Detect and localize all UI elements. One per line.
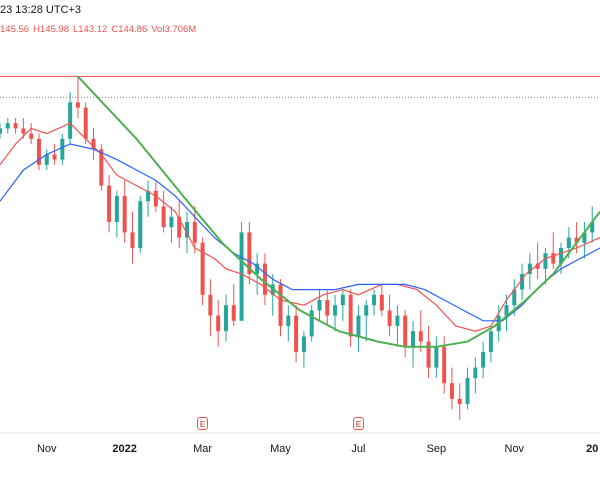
- candle-body: [426, 341, 431, 368]
- candle-body: [286, 315, 291, 326]
- candle-body: [262, 263, 267, 295]
- candle-body: [153, 190, 158, 207]
- candle-body: [130, 232, 135, 248]
- legend-timestamp: 23 13:28 UTC+3: [0, 4, 82, 16]
- earnings-marker[interactable]: E: [197, 417, 209, 430]
- candle-body: [0, 128, 2, 134]
- candle-body: [161, 206, 166, 228]
- earnings-marker[interactable]: E: [352, 417, 364, 430]
- legend-close: C144.86: [111, 24, 148, 35]
- candle-body: [395, 315, 400, 326]
- candle-body: [340, 294, 345, 306]
- x-tick-label: Sep: [427, 443, 447, 455]
- candle-body: [192, 222, 197, 243]
- ohlc-legend: 145.56 H145.98 L143.12 C144.86 Vol3.706M: [0, 24, 200, 35]
- candle-body: [379, 294, 384, 311]
- candle-body: [52, 154, 57, 160]
- ma-fast-line: [0, 122, 600, 332]
- candle-body: [387, 310, 392, 326]
- candle-body: [574, 237, 579, 243]
- candle-body: [83, 107, 88, 139]
- candle-body: [333, 305, 338, 316]
- candle-body: [239, 232, 244, 321]
- candle-body: [278, 284, 283, 326]
- candle-body: [372, 294, 377, 306]
- candle-body: [434, 346, 439, 368]
- candle-body: [410, 331, 415, 347]
- x-tick-label: 2022: [112, 443, 136, 455]
- legend-low: L143.12: [72, 24, 108, 35]
- candle-body: [465, 378, 470, 404]
- candle-body: [29, 133, 34, 139]
- candle-body: [403, 315, 408, 347]
- candle-body: [13, 123, 18, 129]
- candle-body: [60, 138, 65, 160]
- candle-body: [449, 383, 454, 399]
- candle-body: [91, 138, 96, 150]
- candle-body: [177, 216, 182, 238]
- candle-body: [223, 305, 228, 332]
- candle-body: [504, 305, 509, 316]
- legend-volume: Vol3.706M: [151, 24, 197, 35]
- x-tick-label: Nov: [505, 443, 525, 455]
- candle-body: [325, 300, 330, 316]
- candle-body: [535, 263, 540, 269]
- candle-body: [122, 196, 127, 233]
- candle-body: [247, 232, 252, 274]
- candle-body: [169, 216, 174, 228]
- candle-body: [566, 237, 571, 248]
- candle-body: [309, 310, 314, 337]
- candle-body: [442, 346, 447, 384]
- candle-body: [418, 331, 423, 342]
- candle-body: [294, 315, 299, 352]
- candle-body: [21, 128, 26, 134]
- candle-body: [114, 196, 119, 222]
- candle-body: [590, 222, 595, 233]
- x-tick-label: 20: [586, 443, 598, 455]
- candle-body: [44, 154, 49, 165]
- candle-body: [216, 315, 221, 332]
- arc-line: [77, 75, 600, 348]
- candle-body: [146, 190, 151, 202]
- candle-body: [107, 185, 112, 222]
- candle-body: [36, 138, 41, 165]
- candle-body: [457, 398, 462, 404]
- x-tick-label: Mar: [193, 443, 212, 455]
- candle-body: [231, 305, 236, 321]
- candle-body: [543, 253, 548, 269]
- candle-body: [68, 102, 73, 139]
- candle-body: [200, 242, 205, 295]
- legend-high: H145.98: [33, 24, 69, 35]
- x-tick-label: Nov: [37, 443, 57, 455]
- candle-body: [75, 102, 80, 108]
- candle-body: [348, 294, 353, 337]
- candle-body: [138, 201, 143, 248]
- candle-body: [551, 253, 556, 264]
- x-tick-label: May: [270, 443, 291, 455]
- candle-body: [473, 367, 478, 378]
- candle-body: [481, 352, 486, 368]
- candle-body: [301, 336, 306, 352]
- candle-body: [559, 248, 564, 264]
- candle-body: [364, 305, 369, 316]
- candle-body: [520, 274, 525, 290]
- candle-body: [255, 263, 260, 274]
- x-tick-label: Jul: [351, 443, 365, 455]
- candle-body: [512, 289, 517, 306]
- candle-body: [208, 294, 213, 316]
- legend-open: 145.56: [0, 24, 30, 35]
- candle-body: [527, 263, 532, 274]
- candle-body: [99, 149, 104, 186]
- candle-body: [5, 123, 10, 129]
- candle-body: [185, 222, 190, 238]
- candle-body: [582, 232, 587, 243]
- candle-body: [356, 315, 361, 337]
- ma-slow-line: [0, 143, 600, 322]
- candle-body: [317, 300, 322, 311]
- candle-body: [488, 331, 493, 352]
